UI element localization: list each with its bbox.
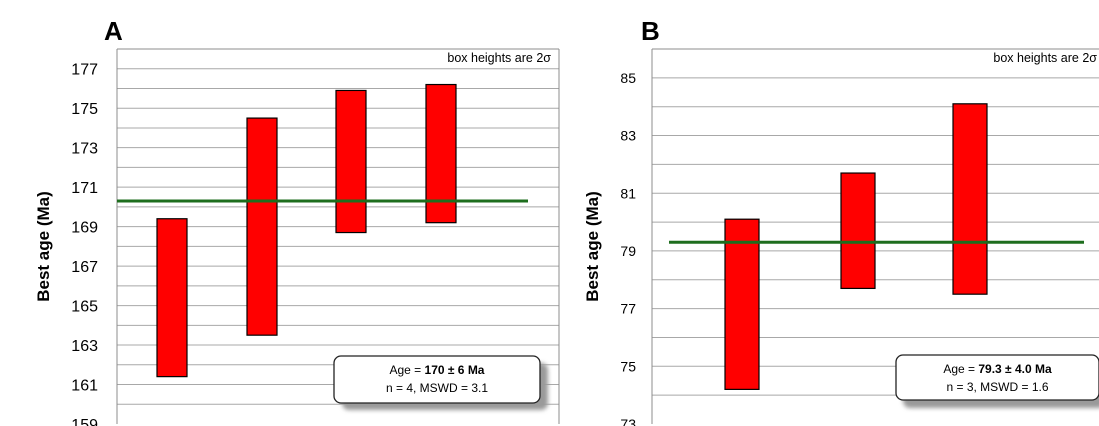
y-tick-label: 175 (71, 101, 98, 118)
stats-age-value: 79.3 ± 4.0 Ma (978, 362, 1052, 376)
age-error-box (840, 172, 876, 290)
y-axis-label: Best age (Ma) (34, 191, 53, 302)
stats-mswd-line: n = 3, MSWD = 1.6 (946, 380, 1048, 394)
panel-a: 159 161 163 165 167 169 171 173 175 177 Best age (… (34, 16, 560, 426)
y-tick-label: 77 (620, 301, 636, 317)
stats-box-frame (333, 355, 541, 404)
y-tick-label: 81 (620, 185, 636, 201)
age-error-box (952, 103, 988, 295)
y-axis-label: Best age (Ma) (583, 191, 602, 302)
y-tick-labels: 159 161 163 165 167 169 171 173 175 177 (71, 61, 98, 426)
y-tick-label: 85 (620, 70, 636, 86)
y-tick-label: 73 (620, 416, 636, 426)
box-height-note: box heights are 2σ (993, 51, 1097, 65)
stats-box-frame (895, 354, 1099, 401)
y-tick-label: 177 (71, 61, 98, 78)
stats-box: n = 3, MSWD = 1.6Age = 79.3 ± 4.0 Man = … (895, 354, 1099, 408)
box-height-note: box heights are 2σ (447, 51, 551, 65)
stats-age-line: Age = 170 ± 6 Ma (390, 363, 485, 377)
age-error-box (335, 89, 367, 234)
y-tick-label: 161 (71, 377, 98, 394)
error-boxes (724, 103, 988, 390)
y-tick-labels: 73 75 77 79 81 83 85 (620, 70, 636, 426)
y-tick-label: 79 (620, 243, 636, 259)
age-error-box (246, 117, 278, 336)
stats-box: n = 4, MSWD = 3.1Age = 170 ± 6 Man = 4, … (333, 355, 548, 410)
panel-letter: A (104, 16, 123, 46)
y-tick-label: 169 (71, 219, 98, 236)
y-tick-label: 171 (71, 180, 98, 197)
stats-age-value: 170 ± 6 Ma (425, 363, 485, 377)
stats-age-line: Age = 79.3 ± 4.0 Ma (943, 362, 1052, 376)
stats-age-prefix: Age = (943, 362, 978, 376)
y-tick-label: 83 (620, 128, 636, 144)
age-error-box (724, 218, 760, 390)
stats-age-prefix: Age = (390, 363, 425, 377)
y-tick-label: 173 (71, 140, 98, 157)
y-tick-label: 163 (71, 338, 98, 355)
y-tick-label: 159 (71, 417, 98, 426)
y-tick-label: 165 (71, 298, 98, 315)
y-tick-label: 75 (620, 358, 636, 374)
age-error-box (156, 218, 188, 378)
y-tick-label: 167 (71, 259, 98, 276)
stats-mswd-line: n = 4, MSWD = 3.1 (386, 381, 488, 395)
panel-letter: B (641, 16, 660, 46)
